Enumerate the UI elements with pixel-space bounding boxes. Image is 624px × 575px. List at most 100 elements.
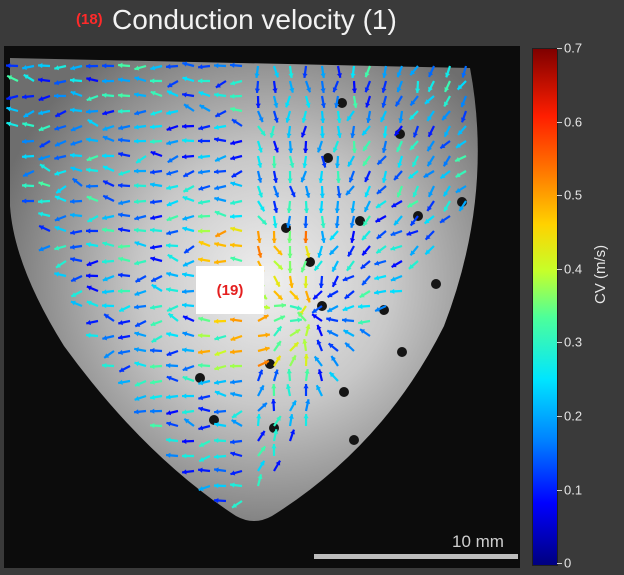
- velocity-arrow: [134, 394, 147, 401]
- velocity-arrow: [412, 185, 420, 198]
- velocity-arrow: [182, 214, 195, 221]
- velocity-arrow: [256, 230, 262, 244]
- velocity-arrow: [426, 200, 435, 212]
- velocity-arrow: [303, 230, 309, 244]
- velocity-arrow: [301, 110, 308, 123]
- velocity-arrow: [198, 184, 211, 191]
- velocity-arrow: [133, 409, 147, 415]
- velocity-arrow: [320, 230, 326, 244]
- electrode-dot: [305, 257, 315, 267]
- velocity-arrow: [37, 77, 51, 83]
- heart-image-panel[interactable]: (19) 10 mm: [4, 46, 520, 568]
- velocity-arrow: [166, 331, 179, 338]
- velocity-arrow: [303, 383, 309, 397]
- velocity-arrow: [69, 198, 83, 205]
- velocity-arrow: [101, 92, 115, 98]
- velocity-arrow: [102, 179, 115, 187]
- velocity-arrow: [133, 168, 147, 174]
- velocity-arrow: [214, 379, 227, 385]
- velocity-arrow: [102, 194, 115, 202]
- velocity-arrow: [167, 312, 179, 322]
- colorbar: [532, 48, 558, 566]
- velocity-arrow: [197, 169, 211, 175]
- velocity-arrow: [38, 154, 51, 161]
- velocity-arrow: [118, 124, 131, 131]
- velocity-arrow: [393, 215, 403, 226]
- velocity-arrow: [302, 65, 308, 79]
- velocity-arrow: [183, 103, 195, 112]
- velocity-arrow: [373, 289, 387, 295]
- tick-label: 0.5: [564, 187, 583, 203]
- velocity-arrow: [69, 212, 83, 218]
- velocity-arrow: [231, 500, 243, 509]
- velocity-arrow: [288, 80, 295, 93]
- velocity-arrow: [54, 271, 67, 278]
- velocity-arrow: [350, 125, 356, 139]
- velocity-arrow: [348, 170, 356, 183]
- velocity-arrow: [117, 77, 131, 83]
- velocity-arrow: [289, 290, 300, 301]
- velocity-arrow: [342, 304, 355, 312]
- velocity-arrow: [285, 110, 292, 123]
- velocity-arrow: [313, 355, 323, 367]
- velocity-arrow: [229, 439, 243, 445]
- velocity-arrow: [396, 80, 404, 93]
- velocity-arrow: [361, 275, 371, 286]
- title-badge: (18): [76, 11, 103, 28]
- velocity-arrow: [166, 271, 179, 278]
- velocity-arrow: [269, 125, 276, 138]
- velocity-arrow: [134, 379, 147, 387]
- velocity-arrow: [23, 73, 35, 82]
- velocity-arrow: [288, 140, 294, 154]
- velocity-arrow: [37, 198, 51, 205]
- velocity-arrow: [229, 363, 243, 369]
- velocity-arrow: [166, 109, 179, 116]
- velocity-arrow: [117, 379, 131, 385]
- velocity-arrow: [118, 349, 131, 355]
- velocity-arrow: [118, 151, 131, 158]
- tick-mark: [557, 195, 562, 196]
- velocity-arrow: [318, 170, 324, 184]
- velocity-arrow: [182, 195, 195, 203]
- velocity-arrow: [375, 245, 387, 255]
- velocity-arrow: [409, 140, 419, 151]
- velocity-arrow: [181, 453, 195, 459]
- velocity-arrow: [85, 63, 99, 69]
- velocity-arrow: [257, 125, 267, 137]
- velocity-arrow: [214, 364, 227, 371]
- velocity-arrow: [328, 371, 339, 382]
- velocity-arrow: [287, 170, 293, 184]
- velocity-arrow: [54, 195, 67, 203]
- velocity-arrow: [320, 155, 327, 168]
- velocity-arrow: [37, 63, 51, 69]
- scale-bar: [314, 554, 518, 559]
- velocity-arrow: [118, 256, 131, 263]
- velocity-arrow: [332, 140, 340, 153]
- velocity-arrow: [254, 65, 260, 79]
- velocity-arrow: [427, 80, 435, 93]
- velocity-arrow: [101, 153, 115, 159]
- velocity-arrow: [183, 245, 195, 254]
- velocity-arrow: [288, 185, 296, 198]
- velocity-arrow: [214, 184, 227, 191]
- velocity-arrow: [69, 77, 83, 83]
- velocity-arrows: [5, 61, 468, 509]
- velocity-arrow: [87, 118, 99, 127]
- figure-frame: (19) 10 mm 0.7 0.6 0.5 0.4 0.3 0.2 0.1 0…: [0, 41, 624, 575]
- velocity-arrow: [300, 170, 308, 183]
- velocity-arrow: [285, 95, 292, 108]
- velocity-arrow: [117, 334, 131, 340]
- velocity-arrow: [181, 272, 195, 278]
- scale-bar-label: 10 mm: [452, 532, 504, 551]
- velocity-arrow: [303, 353, 309, 367]
- velocity-arrow: [285, 384, 292, 397]
- velocity-arrow: [6, 106, 19, 113]
- velocity-arrow: [257, 359, 270, 367]
- velocity-arrow: [304, 399, 311, 412]
- velocity-arrow: [213, 137, 227, 143]
- velocity-arrow: [336, 185, 342, 199]
- velocity-arrow: [363, 200, 371, 213]
- velocity-arrow: [256, 155, 263, 168]
- velocity-arrow: [198, 316, 211, 323]
- velocity-arrow: [182, 259, 195, 267]
